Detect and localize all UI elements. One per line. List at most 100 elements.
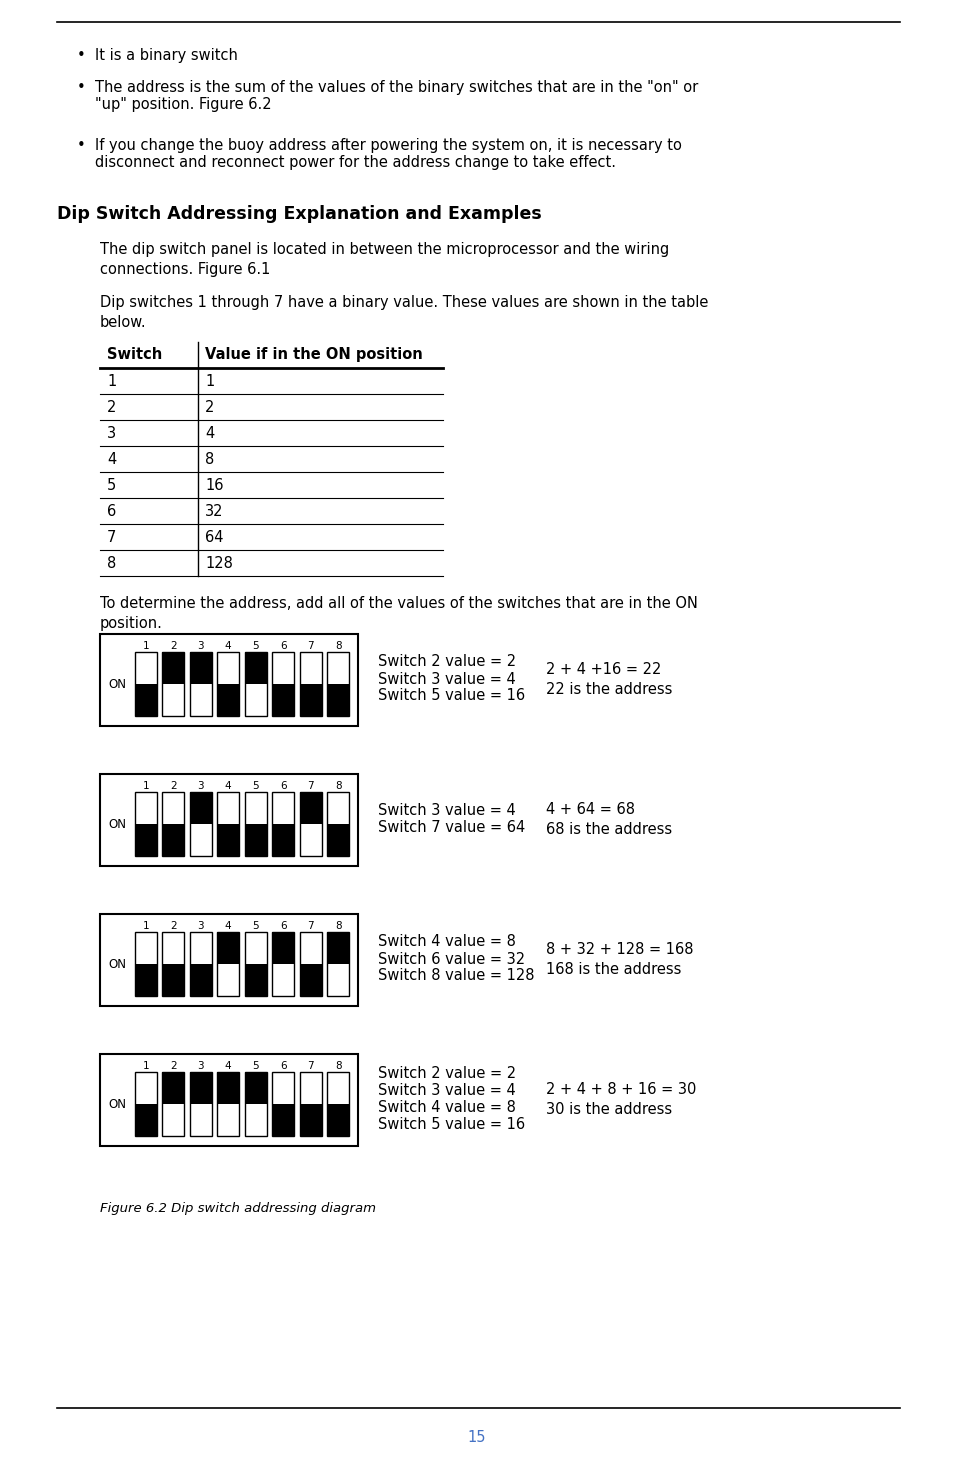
Bar [190, 653, 212, 715]
Bar [134, 683, 156, 715]
Bar [299, 1072, 321, 1136]
Text: 16: 16 [205, 477, 223, 493]
Bar [245, 653, 267, 683]
Text: 8 + 32 + 128 = 168: 8 + 32 + 128 = 168 [545, 942, 693, 956]
Text: 6: 6 [279, 781, 286, 791]
Text: 8: 8 [335, 921, 341, 931]
Text: 168 is the address: 168 is the address [545, 962, 680, 977]
Text: 4: 4 [205, 426, 214, 441]
Text: •: • [77, 48, 86, 63]
Bar [100, 634, 357, 726]
Text: 2: 2 [107, 400, 116, 415]
Text: 1: 1 [142, 1061, 149, 1072]
Bar [190, 791, 212, 856]
Bar [217, 791, 239, 856]
Text: 5: 5 [253, 781, 259, 791]
Text: 30 is the address: 30 is the address [545, 1102, 672, 1117]
Bar [299, 931, 321, 996]
Bar [217, 653, 239, 715]
Text: It is a binary switch: It is a binary switch [95, 48, 237, 63]
Bar [327, 823, 349, 856]
Bar [162, 1072, 184, 1104]
Text: 6: 6 [279, 641, 286, 651]
Text: 2: 2 [170, 781, 176, 791]
Text: 1: 1 [142, 921, 149, 931]
Bar [272, 791, 294, 856]
Text: 6: 6 [279, 1061, 286, 1072]
Text: 2: 2 [170, 1061, 176, 1072]
Text: 5: 5 [107, 477, 116, 493]
Bar [299, 683, 321, 715]
Text: 64: 64 [205, 530, 223, 545]
Bar [134, 791, 156, 856]
Bar [217, 931, 239, 996]
Text: 4: 4 [225, 641, 232, 651]
Text: 3: 3 [197, 641, 204, 651]
Text: To determine the address, add all of the values of the switches that are in the : To determine the address, add all of the… [100, 596, 698, 631]
Text: Figure 6.2 Dip switch addressing diagram: Figure 6.2 Dip switch addressing diagram [100, 1202, 375, 1215]
Text: Switch 2 value = 2: Switch 2 value = 2 [377, 1066, 516, 1080]
Text: 15: 15 [467, 1429, 486, 1445]
Text: 8: 8 [107, 556, 116, 571]
Bar [162, 1072, 184, 1136]
Text: 1: 1 [107, 374, 116, 388]
Bar [190, 653, 212, 683]
Text: 1: 1 [205, 374, 214, 388]
Text: Switch 3 value = 4: Switch 3 value = 4 [377, 1083, 516, 1098]
Text: 1: 1 [142, 781, 149, 791]
Text: Switch 7 value = 64: Switch 7 value = 64 [377, 821, 525, 835]
Text: ON: ON [108, 818, 126, 831]
Bar [272, 683, 294, 715]
Text: Value if in the ON position: Value if in the ON position [205, 347, 422, 362]
Text: Switch 4 value = 8: Switch 4 value = 8 [377, 934, 516, 949]
Bar [162, 931, 184, 996]
Bar [272, 823, 294, 856]
Bar [327, 653, 349, 715]
Text: 8: 8 [335, 781, 341, 791]
Bar [134, 931, 156, 996]
Text: 5: 5 [253, 921, 259, 931]
Text: 3: 3 [197, 1061, 204, 1072]
Bar [299, 964, 321, 996]
Bar [162, 823, 184, 856]
Text: 2: 2 [170, 921, 176, 931]
Text: 7: 7 [307, 1061, 314, 1072]
Text: Dip Switch Addressing Explanation and Examples: Dip Switch Addressing Explanation and Ex… [57, 204, 541, 223]
Text: 2: 2 [170, 641, 176, 651]
Text: •: • [77, 80, 86, 95]
Text: 1: 1 [142, 641, 149, 651]
Text: 7: 7 [307, 921, 314, 931]
Bar [217, 1072, 239, 1104]
Text: Switch 2 value = 2: Switch 2 value = 2 [377, 654, 516, 670]
Text: Switch 8 value = 128: Switch 8 value = 128 [377, 968, 534, 984]
Bar [100, 914, 357, 1006]
Text: Dip switches 1 through 7 have a binary value. These values are shown in the tabl: Dip switches 1 through 7 have a binary v… [100, 295, 708, 330]
Bar [245, 653, 267, 715]
Text: 2: 2 [205, 400, 214, 415]
Bar [134, 1104, 156, 1136]
Bar [299, 1104, 321, 1136]
Bar [272, 653, 294, 715]
Bar [190, 964, 212, 996]
Text: The address is the sum of the values of the binary switches that are in the "on": The address is the sum of the values of … [95, 80, 698, 112]
Text: Switch 5 value = 16: Switch 5 value = 16 [377, 689, 524, 704]
Bar [272, 1104, 294, 1136]
Text: 3: 3 [197, 781, 204, 791]
Bar [134, 964, 156, 996]
Bar [327, 1072, 349, 1136]
Bar [162, 964, 184, 996]
Text: 3: 3 [107, 426, 116, 441]
Bar [217, 683, 239, 715]
Text: 4: 4 [107, 453, 116, 467]
Bar [245, 823, 267, 856]
Text: 22 is the address: 22 is the address [545, 682, 672, 696]
Text: 4 + 64 = 68: 4 + 64 = 68 [545, 802, 635, 818]
Text: 6: 6 [279, 921, 286, 931]
Bar [190, 931, 212, 996]
Bar [327, 791, 349, 856]
Bar [299, 791, 321, 856]
Text: 5: 5 [253, 641, 259, 651]
Bar [162, 791, 184, 856]
Text: 7: 7 [307, 781, 314, 791]
Text: 32: 32 [205, 504, 223, 518]
